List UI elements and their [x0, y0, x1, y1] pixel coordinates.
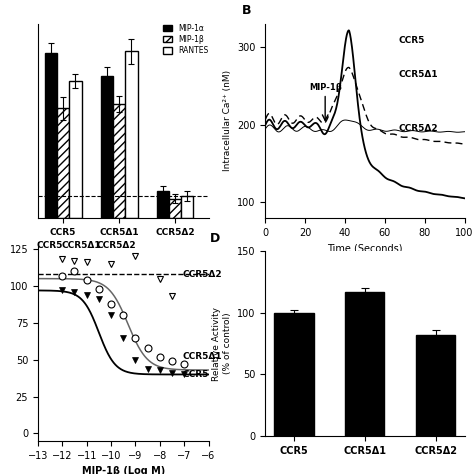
Bar	[57, 108, 69, 218]
Text: CCR5Δ1: CCR5Δ1	[62, 241, 101, 250]
X-axis label: Time (Seconds): Time (Seconds)	[327, 243, 403, 253]
X-axis label: MIP-1β (Log M): MIP-1β (Log M)	[82, 466, 165, 474]
Bar	[113, 104, 125, 218]
Bar	[125, 51, 137, 218]
Bar	[181, 196, 193, 218]
Text: CCR5Δ1: CCR5Δ1	[399, 70, 438, 79]
Bar	[100, 76, 113, 218]
Bar	[45, 54, 57, 218]
Text: CCR5: CCR5	[183, 370, 210, 379]
Bar	[274, 313, 313, 436]
Text: D: D	[210, 232, 220, 245]
Y-axis label: Relative Activity
(% of control): Relative Activity (% of control)	[212, 307, 232, 381]
Legend: MIP-1α, MIP-1β, RANTES: MIP-1α, MIP-1β, RANTES	[163, 24, 208, 55]
Text: CCR5Δ1: CCR5Δ1	[183, 352, 223, 361]
Text: CCR5Δ2: CCR5Δ2	[183, 270, 223, 279]
Text: CCR5: CCR5	[399, 36, 425, 45]
Bar	[169, 199, 181, 218]
Text: CCR5: CCR5	[37, 241, 64, 250]
Bar	[417, 335, 456, 436]
Text: CCR5Δ2: CCR5Δ2	[399, 124, 438, 133]
Y-axis label: Intracellular Ca²⁺ (nM): Intracellular Ca²⁺ (nM)	[223, 70, 232, 172]
Text: B: B	[242, 4, 251, 17]
Bar	[69, 81, 82, 218]
Text: MIP-1β: MIP-1β	[309, 83, 342, 92]
Bar	[346, 292, 384, 436]
Text: CCR5Δ2: CCR5Δ2	[96, 241, 136, 250]
Bar	[156, 191, 169, 218]
